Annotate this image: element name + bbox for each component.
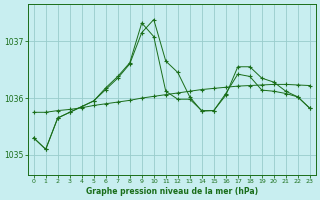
X-axis label: Graphe pression niveau de la mer (hPa): Graphe pression niveau de la mer (hPa) bbox=[86, 187, 258, 196]
